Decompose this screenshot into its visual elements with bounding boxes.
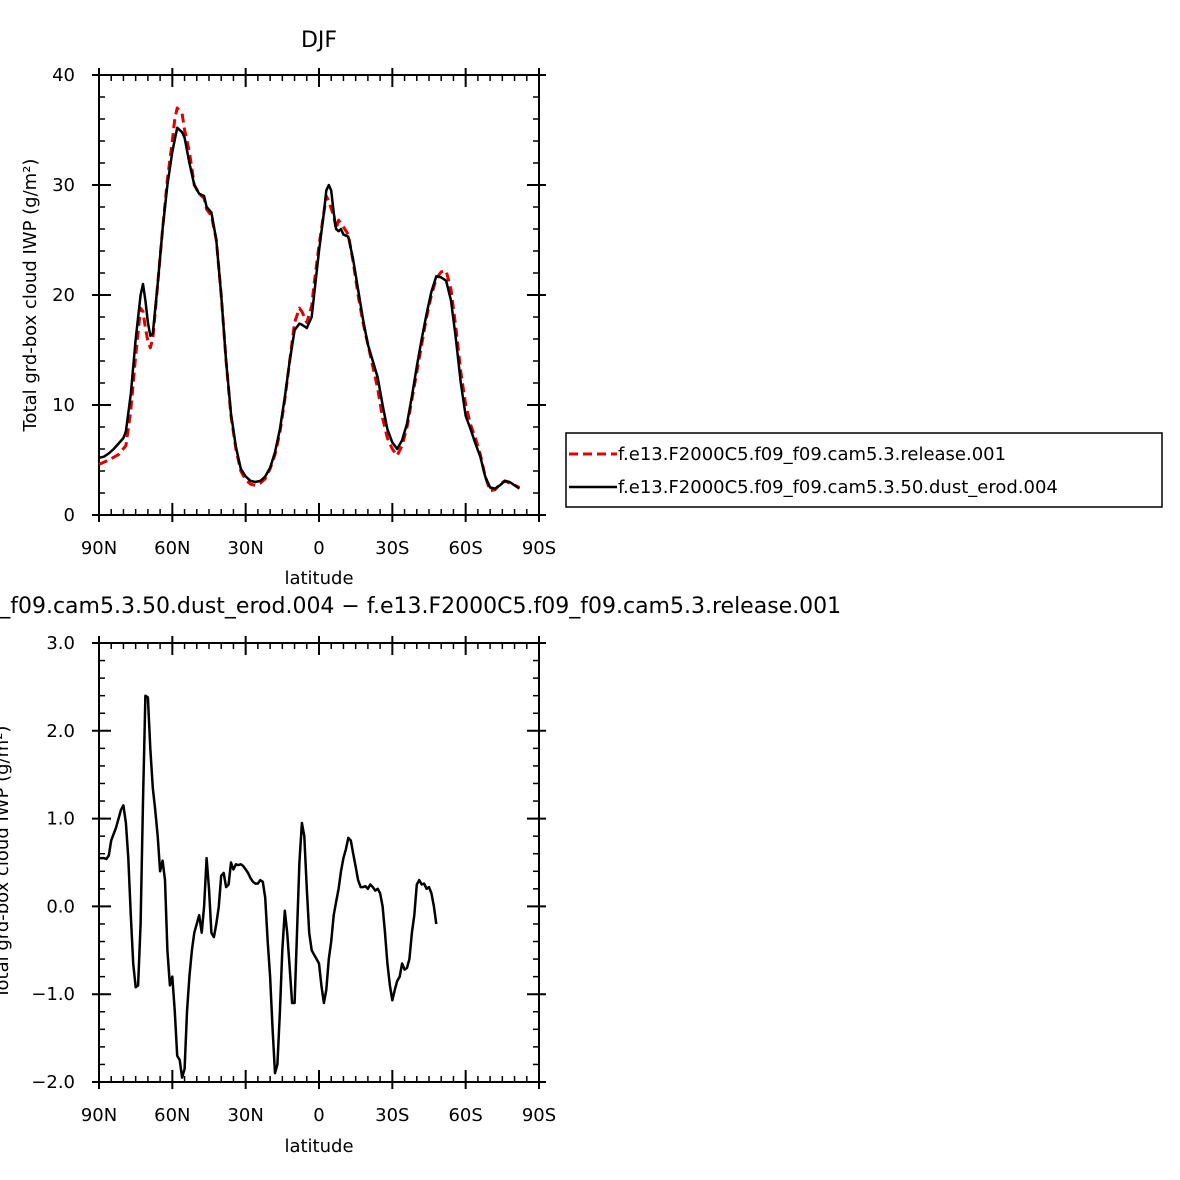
top-x-tick-label: 30S [375,538,409,559]
top-y-axis-title: Total grd-box cloud IWP (g/m²) [20,159,41,433]
bottom-series-line-0 [99,694,438,1079]
top-x-tick-label: 60N [154,538,190,559]
top-y-tick-label: 0 [64,505,75,526]
legend: f.e13.F2000C5.f09_f09.cam5.3.release.001… [565,432,1163,508]
bottom-panel: f.e13.F2000C5.f09_f09.cam5.3.50.dust_ero… [0,594,841,1157]
bottom-x-axis-title: latitude [284,1136,353,1157]
bottom-ticks: 90N 60N 30N 0 30S 60S 90S −2.0 −1.0 0.0 1.0 2.0 3.0 [31,633,556,1126]
bottom-y-tick-label: 2.0 [46,721,75,742]
top-x-tick-label: 90N [81,538,117,559]
top-plot-frame [98,74,540,516]
top-y-tick-label: 10 [52,395,75,416]
top-x-tick-label: 60S [448,538,482,559]
top-panel: DJF 90N 60N 30N 0 30S 60S 90S 0 10 20 30 40 latitud… [20,28,556,589]
top-series-line-1 [98,126,521,490]
bottom-x-tick-label: 30N [227,1105,263,1126]
legend-label-release: f.e13.F2000C5.f09_f09.cam5.3.release.001 [618,444,1006,465]
bottom-x-tick-label: 90N [81,1105,117,1126]
bottom-y-tick-label: −1.0 [31,984,75,1005]
top-plot-title: DJF [301,28,337,53]
bottom-x-tick-label: 60N [154,1105,190,1126]
legend-box [565,432,1163,508]
bottom-y-axis-title: Total grd-box cloud IWP (g/m²) [0,726,13,1000]
bottom-y-tick-label: 0.0 [46,896,75,917]
top-x-tick-label: 90S [522,538,556,559]
bottom-y-tick-label: −2.0 [31,1072,75,1093]
bottom-x-tick-label: 90S [522,1105,556,1126]
bottom-plot-frame [98,642,540,1083]
top-series-line-0 [98,106,521,493]
bottom-plot-title: f.e13.F2000C5.f09_f09.cam5.3.50.dust_ero… [0,594,841,619]
top-y-tick-label: 30 [52,175,75,196]
bottom-x-tick-label: 0 [313,1105,324,1126]
top-x-tick-label: 0 [313,538,324,559]
legend-label-dust-erod: f.e13.F2000C5.f09_f09.cam5.3.50.dust_ero… [618,477,1058,498]
bottom-x-tick-label: 60S [448,1105,482,1126]
bottom-x-tick-label: 30S [375,1105,409,1126]
bottom-y-tick-label: 3.0 [46,633,75,654]
top-x-tick-label: 30N [227,538,263,559]
top-ticks: 90N 60N 30N 0 30S 60S 90S 0 10 20 30 40 [52,65,556,559]
top-x-axis-title: latitude [284,568,353,589]
top-y-tick-label: 20 [52,285,75,306]
bottom-series-group [99,694,438,1079]
bottom-y-tick-label: 1.0 [46,809,75,830]
top-series-group [98,106,521,493]
top-y-tick-label: 40 [52,65,75,86]
